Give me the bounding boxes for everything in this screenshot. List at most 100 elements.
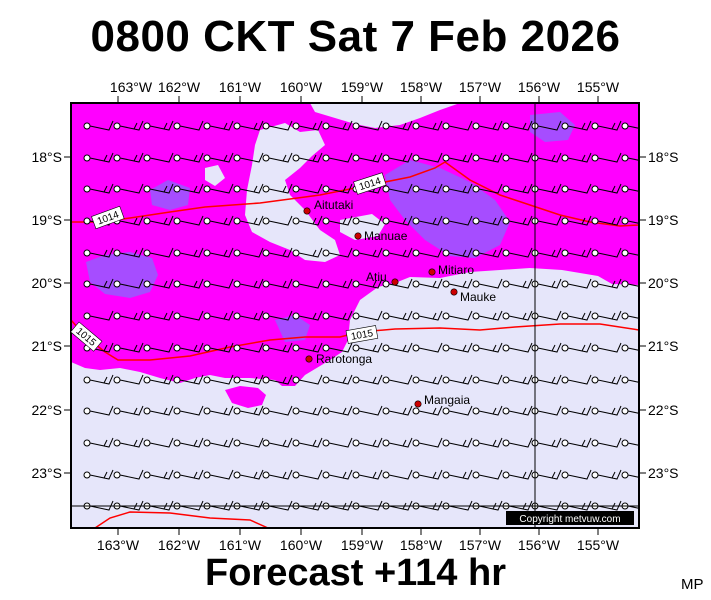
wind-barb: [502, 310, 533, 321]
wind-barb: [233, 120, 264, 131]
place-mitiaro[interactable]: Mitiaro: [428, 263, 475, 277]
wind-barb: [352, 342, 383, 353]
place-rarotonga[interactable]: Rarotonga: [305, 352, 373, 366]
wind-barb: [561, 310, 592, 321]
wind-barb: [83, 247, 114, 258]
wind-barb: [412, 405, 443, 416]
wind-barb: [173, 120, 204, 131]
wind-barb: [292, 469, 323, 480]
wind-barb: [621, 249, 639, 257]
wind-barb: [113, 183, 144, 194]
lon-labels-top: 163°W 162°W 161°W 160°W 159°W 158°W 157°…: [110, 79, 620, 95]
place-marker: [391, 278, 399, 286]
wind-barb: [173, 437, 204, 448]
wind-barb: [591, 215, 622, 226]
lon-label: 161°W: [219, 537, 262, 553]
wind-barb: [262, 405, 293, 416]
wind-barb: [203, 278, 234, 289]
wind-barb: [472, 437, 503, 448]
wind-barb: [203, 342, 234, 353]
lon-label: 157°W: [459, 537, 502, 553]
wind-barb: [113, 120, 144, 131]
wind-barb: [173, 469, 204, 480]
wind-barb: [442, 152, 473, 163]
isobar-1016: [94, 511, 269, 528]
wind-barb: [262, 247, 293, 258]
place-manuae[interactable]: Manuae: [354, 229, 408, 243]
wind-barb: [292, 152, 323, 163]
wind-barb: [412, 342, 443, 353]
wind-barb: [531, 437, 562, 448]
isobar-label-1015-central: 1015: [345, 325, 379, 344]
wind-barb: [83, 405, 114, 416]
wind-barb: [412, 278, 443, 289]
wind-barb: [621, 217, 639, 225]
wind-barb: [561, 183, 592, 194]
wind-barb: [472, 120, 503, 131]
wind-barb: [591, 152, 622, 163]
wind-barb: [233, 215, 264, 226]
lon-label: 159°W: [341, 537, 384, 553]
wind-barb: [472, 152, 503, 163]
rain-blob-small: [225, 386, 266, 408]
lon-label: 157°W: [459, 79, 502, 95]
wind-barb: [352, 152, 383, 163]
wind-barbs: [83, 120, 639, 511]
wind-barb: [113, 278, 144, 289]
lon-label: 161°W: [219, 79, 262, 95]
wind-barb: [292, 120, 323, 131]
wind-barb: [352, 405, 383, 416]
wind-barb: [502, 278, 533, 289]
wind-barb: [203, 437, 234, 448]
wind-barb: [561, 215, 592, 226]
wind-barb: [292, 183, 323, 194]
place-mangaia[interactable]: Mangaia: [414, 393, 471, 408]
place-aitutaki[interactable]: Aitutaki: [303, 198, 354, 215]
wind-barb: [412, 247, 443, 258]
wind-barb: [292, 405, 323, 416]
wind-barb: [322, 310, 353, 321]
wind-barb: [113, 374, 144, 385]
wind-barb: [561, 152, 592, 163]
wind-barb: [382, 342, 413, 353]
wind-barb: [292, 437, 323, 448]
wind-barb: [382, 374, 413, 385]
place-atiu[interactable]: Atiu: [366, 270, 399, 286]
wind-barb: [382, 215, 413, 226]
place-name: Manuae: [364, 229, 408, 243]
wind-barb: [502, 405, 533, 416]
wind-barb: [352, 469, 383, 480]
wind-barb: [83, 437, 114, 448]
wind-barb: [502, 469, 533, 480]
wind-barb: [621, 407, 639, 415]
lat-label: 22°S: [648, 402, 679, 418]
wind-barb: [621, 185, 639, 193]
wind-barb: [143, 374, 174, 385]
map-frame: [70, 102, 640, 529]
wind-barb: [113, 437, 144, 448]
wind-barb: [412, 215, 443, 226]
isobar-1014: [71, 161, 639, 227]
wind-barb: [262, 469, 293, 480]
wind-barb: [382, 152, 413, 163]
wind-barb: [262, 120, 293, 131]
wind-barb: [203, 469, 234, 480]
wind-barb: [382, 405, 413, 416]
lon-label: 158°W: [400, 537, 443, 553]
wind-barb: [442, 374, 473, 385]
lat-label: 20°S: [31, 275, 62, 291]
lon-label: 159°W: [341, 79, 384, 95]
wind-barb: [292, 374, 323, 385]
place-marker: [428, 268, 436, 276]
wind-barb: [412, 183, 443, 194]
wind-barb: [472, 278, 503, 289]
wind-barb: [591, 437, 622, 448]
wind-barb: [352, 215, 383, 226]
wind-barb: [113, 405, 144, 416]
wind-barb: [292, 310, 323, 321]
wind-barb: [322, 152, 353, 163]
wind-barb: [352, 120, 383, 131]
wind-barb: [203, 215, 234, 226]
wind-barb: [83, 469, 114, 480]
place-mauke[interactable]: Mauke: [450, 288, 497, 304]
